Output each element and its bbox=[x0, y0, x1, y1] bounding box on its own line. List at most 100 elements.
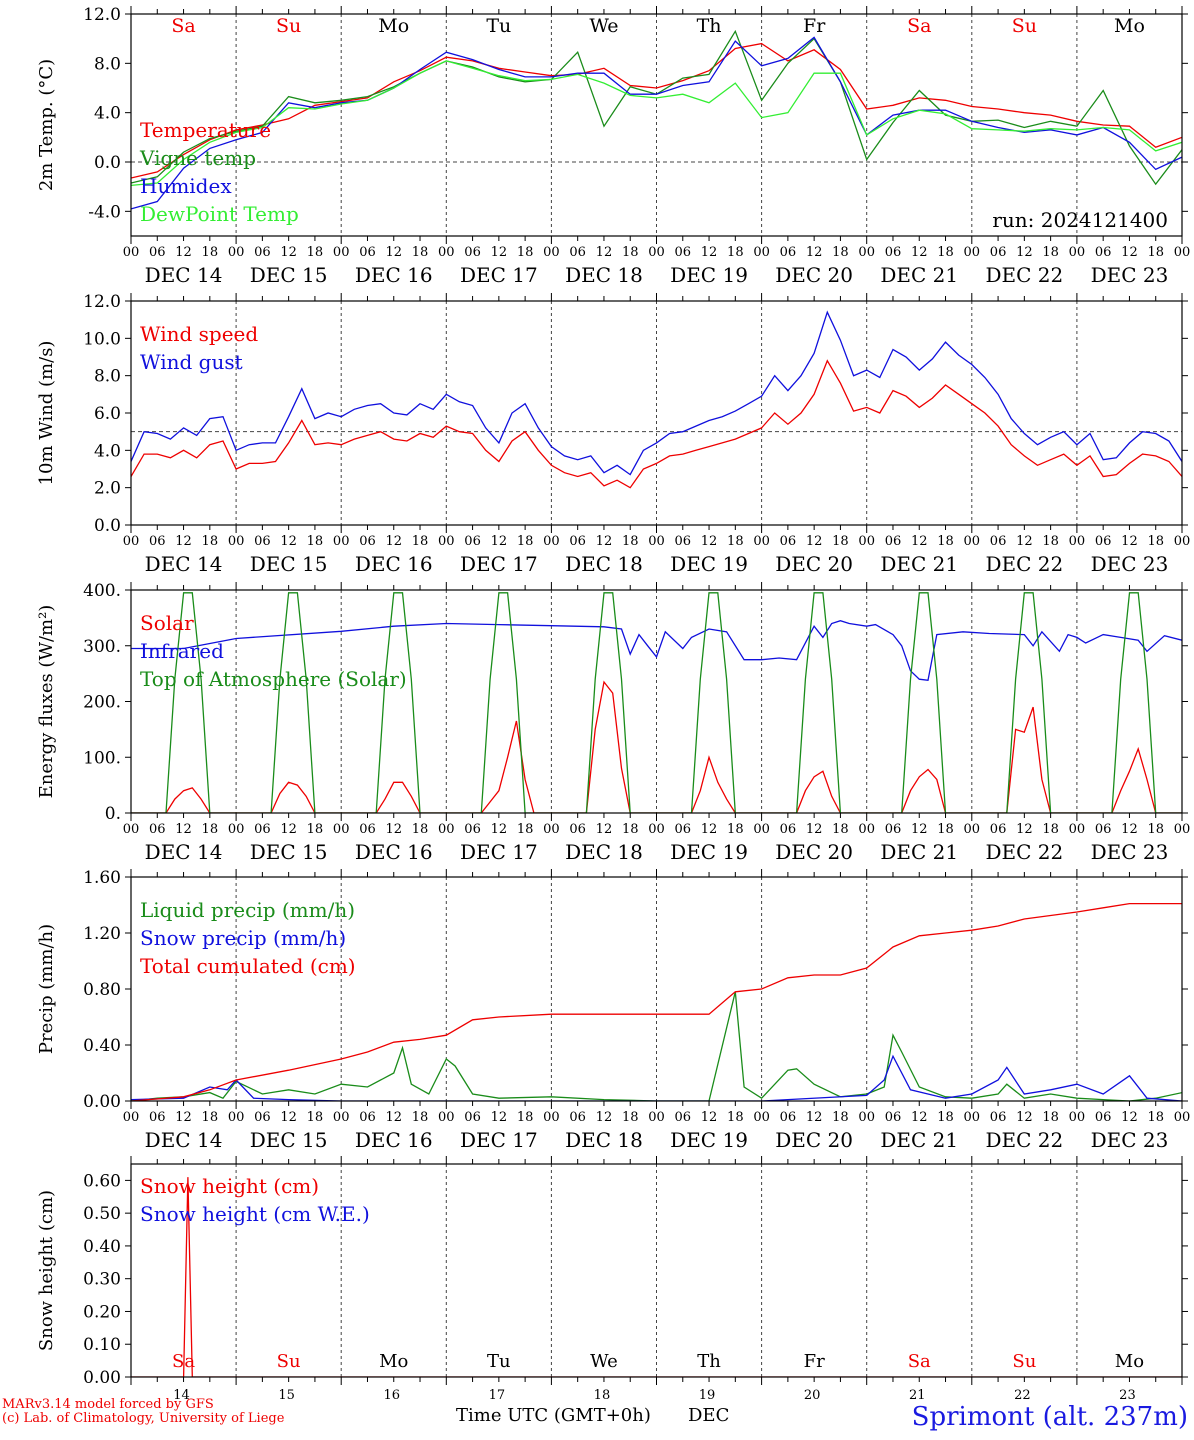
hour-label: 18 bbox=[517, 534, 534, 549]
hour-label: 18 bbox=[937, 822, 954, 837]
hour-label: 06 bbox=[254, 245, 271, 260]
hour-label: 06 bbox=[569, 534, 586, 549]
hour-label: 12 bbox=[491, 534, 508, 549]
y-tick-label: 0.0 bbox=[94, 516, 121, 536]
hour-label: 06 bbox=[464, 534, 481, 549]
hour-label: 18 bbox=[832, 822, 849, 837]
hour-label: 12 bbox=[701, 534, 718, 549]
hour-label: 06 bbox=[990, 534, 1007, 549]
hour-label: 18 bbox=[517, 822, 534, 837]
series-line-temperature bbox=[131, 42, 1182, 179]
hour-label: 18 bbox=[202, 245, 219, 260]
hour-label: 12 bbox=[911, 534, 928, 549]
run-annotation: run: 2024121400 bbox=[992, 208, 1168, 232]
date-label: DEC 19 bbox=[670, 263, 748, 287]
date-label: DEC 22 bbox=[985, 1128, 1063, 1152]
hour-label: 00 bbox=[858, 534, 875, 549]
hour-label: 00 bbox=[228, 1110, 245, 1125]
hour-label: 18 bbox=[1042, 822, 1059, 837]
hour-label: 00 bbox=[964, 822, 981, 837]
hour-label: 12 bbox=[385, 822, 402, 837]
date-label: DEC 22 bbox=[985, 840, 1063, 864]
day-number-label: 17 bbox=[489, 1388, 506, 1403]
hour-label: 12 bbox=[806, 822, 823, 837]
hour-label: 00 bbox=[964, 534, 981, 549]
hour-label: 12 bbox=[596, 822, 613, 837]
hour-label: 00 bbox=[123, 245, 140, 260]
hour-label: 18 bbox=[832, 1110, 849, 1125]
model-credit: MARv3.14 model forced by GFS (c) Lab. of… bbox=[2, 1398, 284, 1426]
weekday-label: Th bbox=[697, 1351, 721, 1372]
hour-label: 12 bbox=[1016, 534, 1033, 549]
series-line-vigne-temp bbox=[131, 29, 1182, 186]
hour-label: 00 bbox=[1174, 822, 1191, 837]
date-label: DEC 19 bbox=[670, 552, 748, 576]
hour-label: 18 bbox=[622, 1110, 639, 1125]
weekday-label: We bbox=[590, 1351, 618, 1372]
y-tick-label: 0.00 bbox=[83, 1092, 121, 1112]
date-label: DEC 17 bbox=[460, 840, 538, 864]
legend-snow-height-cm-w-e-: Snow height (cm W.E.) bbox=[140, 1202, 370, 1226]
hour-label: 18 bbox=[307, 1110, 324, 1125]
hour-label: 06 bbox=[1095, 245, 1112, 260]
y-tick-label: 4.0 bbox=[94, 104, 121, 124]
hour-label: 06 bbox=[780, 534, 797, 549]
hour-label: 00 bbox=[333, 245, 350, 260]
hour-label: 00 bbox=[543, 245, 560, 260]
hour-label: 18 bbox=[1147, 534, 1164, 549]
hour-label: 12 bbox=[806, 245, 823, 260]
hour-label: 18 bbox=[517, 1110, 534, 1125]
day-number-label: 14 bbox=[173, 1388, 190, 1403]
y-tick-label: 8.0 bbox=[94, 367, 121, 387]
hour-label: 18 bbox=[307, 534, 324, 549]
date-label: DEC 20 bbox=[775, 1128, 853, 1152]
hour-label: 06 bbox=[149, 822, 166, 837]
hour-label: 00 bbox=[964, 245, 981, 260]
date-label: DEC 14 bbox=[145, 263, 223, 287]
series-line-snow-precip-mm-h- bbox=[131, 1054, 1182, 1101]
hour-label: 12 bbox=[596, 534, 613, 549]
hour-label: 18 bbox=[937, 245, 954, 260]
hour-label: 00 bbox=[1174, 245, 1191, 260]
legend-dewpoint-temp: DewPoint Temp bbox=[140, 202, 299, 226]
hour-label: 00 bbox=[123, 822, 140, 837]
date-label: DEC 23 bbox=[1091, 552, 1169, 576]
y-tick-label: 8.0 bbox=[94, 54, 121, 74]
hour-label: 12 bbox=[596, 1110, 613, 1125]
hour-label: 06 bbox=[464, 245, 481, 260]
hour-label: 06 bbox=[359, 245, 376, 260]
hour-label: 12 bbox=[1016, 245, 1033, 260]
date-label: DEC 18 bbox=[565, 263, 643, 287]
date-label: DEC 15 bbox=[250, 552, 328, 576]
hour-label: 00 bbox=[438, 1110, 455, 1125]
hour-label: 00 bbox=[228, 534, 245, 549]
weekday-label: Sa bbox=[171, 15, 195, 37]
y-tick-label: 0.00 bbox=[83, 1368, 121, 1388]
model-label: MARv3.14 model forced by GFS bbox=[2, 1397, 214, 1412]
hour-label: 18 bbox=[1042, 534, 1059, 549]
legend-solar: Solar bbox=[140, 611, 194, 635]
hour-label: 00 bbox=[648, 822, 665, 837]
hour-label: 06 bbox=[1095, 822, 1112, 837]
hour-label: 12 bbox=[175, 1110, 192, 1125]
hour-label: 00 bbox=[753, 822, 770, 837]
day-number-label: 18 bbox=[594, 1388, 611, 1403]
hour-label: 06 bbox=[780, 245, 797, 260]
hour-label: 06 bbox=[990, 1110, 1007, 1125]
hour-label: 06 bbox=[359, 1110, 376, 1125]
hour-label: 18 bbox=[622, 534, 639, 549]
day-number-label: 22 bbox=[1014, 1388, 1031, 1403]
series-line-humidex bbox=[131, 36, 1182, 210]
hour-label: 06 bbox=[149, 534, 166, 549]
date-label: DEC 16 bbox=[355, 552, 433, 576]
y-tick-label: 100. bbox=[83, 748, 121, 768]
y-tick-label: 4.0 bbox=[94, 441, 121, 461]
hour-label: 00 bbox=[1174, 1110, 1191, 1125]
series-line-top-of-atmosphere-solar- bbox=[131, 592, 1182, 813]
hour-label: 00 bbox=[753, 534, 770, 549]
date-label: DEC 14 bbox=[145, 552, 223, 576]
weekday-label: Mo bbox=[1115, 1351, 1144, 1372]
series-line-wind-speed bbox=[131, 359, 1182, 489]
hour-label: 18 bbox=[1147, 1110, 1164, 1125]
